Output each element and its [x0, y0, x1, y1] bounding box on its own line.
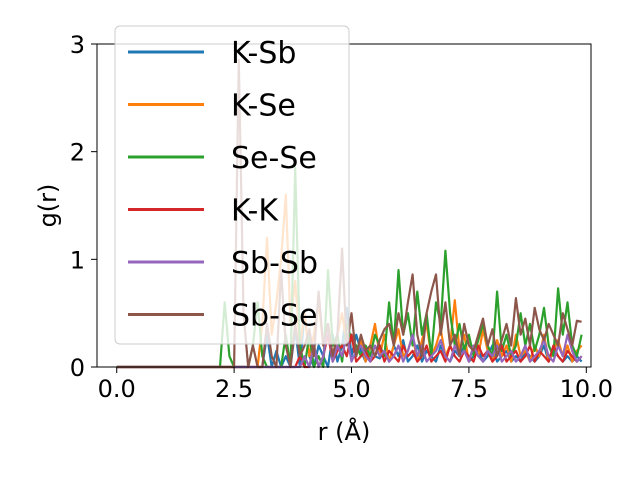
x-tick-label: 5.0 — [332, 375, 370, 403]
legend-box — [114, 25, 350, 345]
y-axis-label: g(r) — [34, 184, 62, 228]
y-tick-label: 2 — [70, 139, 85, 167]
x-tick-label: 10.0 — [560, 375, 613, 403]
x-tick-label: 7.5 — [450, 375, 488, 403]
y-tick-label: 1 — [70, 246, 85, 274]
legend: K-Sb K-Se Se-Se K-K Sb-Sb Sb-Se — [114, 25, 350, 345]
legend-label: K-Se — [231, 89, 296, 124]
y-tick-label: 0 — [70, 354, 85, 382]
axes-layer: 0.0 2.5 5.0 7.5 10.0 0 1 2 3 — [70, 31, 613, 403]
legend-label: K-K — [231, 194, 279, 229]
legend-label: K-Sb — [231, 36, 296, 71]
x-tick-label: 2.5 — [215, 375, 253, 403]
legend-label: Se-Se — [231, 141, 317, 176]
legend-label: Sb-Se — [231, 299, 317, 334]
x-axis-label: r (Å) — [318, 417, 371, 446]
legend-label: Sb-Sb — [231, 246, 318, 281]
x-tick-label: 0.0 — [98, 375, 136, 403]
y-tick-label: 3 — [70, 31, 85, 59]
